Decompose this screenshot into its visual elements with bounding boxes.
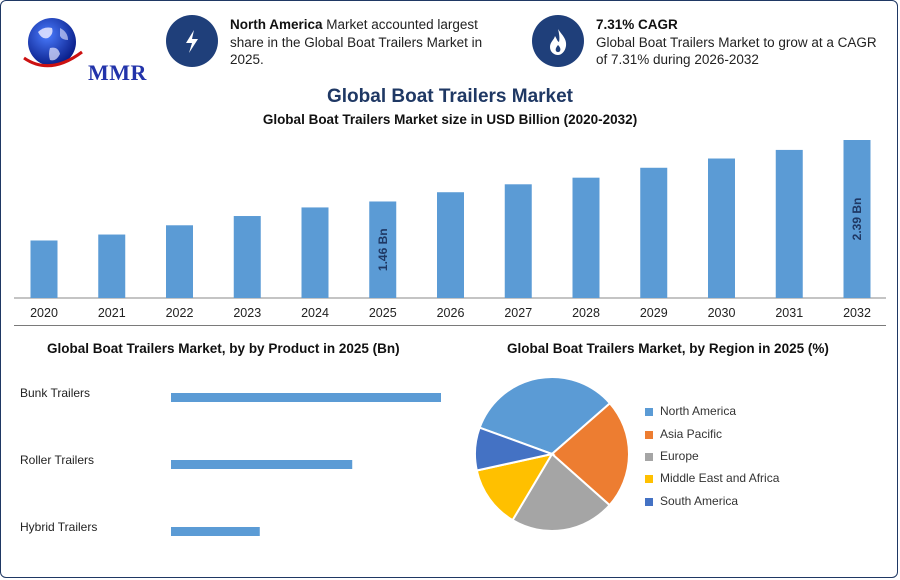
tick-label-2023: 2023 <box>233 306 261 320</box>
pie-slice-asia-pacific <box>550 401 630 507</box>
lightning-icon <box>186 30 198 53</box>
pie-slice-europe <box>511 452 611 532</box>
flame-icon <box>550 29 567 55</box>
bar-2027 <box>504 184 532 298</box>
tick-label-2025: 2025 <box>369 306 397 320</box>
legend-swatch <box>645 498 653 506</box>
brand-logo: MMR <box>20 14 146 85</box>
tick-label-2020: 2020 <box>30 306 58 320</box>
product-bar-chart <box>171 393 441 536</box>
product-bar-hybrid-trailers <box>171 527 260 536</box>
pie-slice-north-america <box>478 376 612 456</box>
highlight-1-badge <box>166 15 218 67</box>
region-pie-chart <box>474 376 630 532</box>
product-label-bunk: Bunk Trailers <box>20 386 91 400</box>
product-label-hybrid: Hybrid Trailers <box>20 520 98 534</box>
highlight-2-text: 7.31% CAGR Global Boat Trailers Market to… <box>596 17 877 67</box>
bar-2021 <box>98 234 126 298</box>
pie-slice-south-america <box>474 426 556 472</box>
tick-label-2028: 2028 <box>572 306 600 320</box>
highlight-2-badge <box>532 15 584 67</box>
bar-2026 <box>437 192 464 298</box>
bar-2020 <box>30 240 58 298</box>
highlight-1-text: North America Market accounted largest s… <box>230 17 483 67</box>
legend-swatch <box>645 431 653 439</box>
bar-2031 <box>775 149 803 298</box>
tick-label-2029: 2029 <box>640 306 668 320</box>
product-label-roller: Roller Trailers <box>20 453 95 467</box>
bar-2022 <box>166 225 193 298</box>
bar-2023 <box>233 216 261 298</box>
tick-label-2030: 2030 <box>708 306 736 320</box>
bar-2028 <box>572 177 600 298</box>
legend-swatch <box>645 453 653 461</box>
tick-label-2027: 2027 <box>504 306 532 320</box>
chart-subtitle: Global Boat Trailers Market size in USD … <box>262 112 638 127</box>
product-chart-title: Global Boat Trailers Market, by by Produ… <box>47 341 400 356</box>
section-divider <box>14 325 886 326</box>
tick-label-2022: 2022 <box>166 306 194 320</box>
bar-2029 <box>640 167 668 298</box>
market-size-bar-chart: 2020 2021 2022 2023 2024 2025 1.46 Bn 2026 2027 2… <box>14 140 886 320</box>
tick-label-2021: 2021 <box>98 306 126 320</box>
bar-2024 <box>301 207 329 298</box>
region-chart-title: Global Boat Trailers Market, by Region i… <box>507 341 829 356</box>
tick-label-2032: 2032 <box>843 306 871 320</box>
product-bar-roller-trailers <box>171 460 353 469</box>
bar-2025 <box>369 201 397 298</box>
page-title: Global Boat Trailers Market <box>326 86 574 107</box>
bar-2030 <box>708 158 735 298</box>
legend-swatch <box>645 408 653 416</box>
product-bar-bunk-trailers <box>171 393 441 402</box>
data-label-2032: 2.39 Bn <box>850 198 864 241</box>
data-label-2025: 1.46 Bn <box>376 228 390 271</box>
pie-slice-middle-east-and-africa <box>475 452 555 522</box>
tick-label-2024: 2024 <box>301 306 329 320</box>
logo-text: MMR <box>88 60 147 85</box>
tick-label-2031: 2031 <box>775 306 803 320</box>
globe-icon <box>23 18 83 68</box>
bar-2032 <box>843 140 871 298</box>
legend-swatch <box>645 475 653 483</box>
tick-label-2026: 2026 <box>437 306 465 320</box>
